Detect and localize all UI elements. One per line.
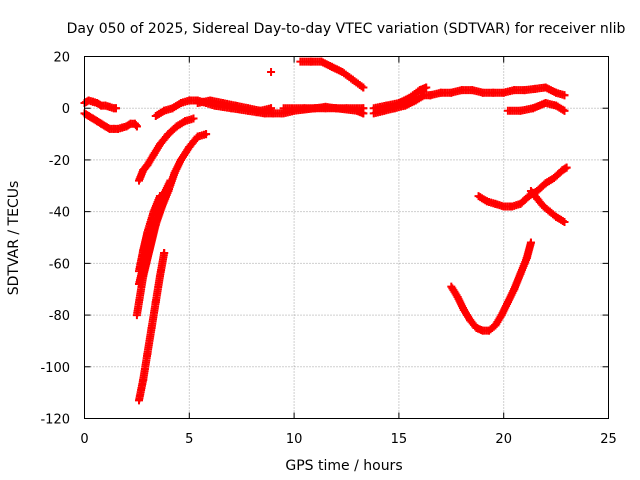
data-series xyxy=(193,96,276,115)
x-tick-label: 5 xyxy=(185,432,193,447)
data-series xyxy=(134,249,169,405)
data-point xyxy=(267,68,276,77)
data-point xyxy=(359,104,368,113)
y-tick-label: -40 xyxy=(49,206,70,221)
data-series xyxy=(80,109,141,133)
data-point xyxy=(111,104,120,113)
axis-ticks: 0 5 10 15 20 25 -120 -100 -80 -60 -40 -20 0 20 xyxy=(40,51,616,448)
data-point xyxy=(139,349,152,384)
x-tick-label: 20 xyxy=(495,432,512,447)
data-series xyxy=(474,163,571,211)
x-axis-title: GPS time / hours xyxy=(285,458,402,474)
y-tick-label: -20 xyxy=(49,154,70,169)
data-series xyxy=(134,192,164,276)
chart-title: Day 050 of 2025, Sidereal Day-to-day VTE… xyxy=(67,21,626,37)
data-point xyxy=(560,91,569,100)
y-tick-label: 20 xyxy=(53,51,70,66)
y-axis-title: SDTVAR / TECUs xyxy=(6,181,22,296)
data-point xyxy=(160,249,169,258)
data-point xyxy=(189,114,198,123)
y-tick-label: 0 xyxy=(62,102,70,117)
data-series xyxy=(503,99,569,115)
data-series xyxy=(426,83,569,100)
data-point xyxy=(155,192,164,201)
plot-frame xyxy=(84,56,609,419)
data-point xyxy=(151,272,164,307)
data-point xyxy=(147,298,160,332)
data-point xyxy=(560,106,569,115)
data-point xyxy=(166,176,175,185)
x-tick-label: 0 xyxy=(80,432,88,447)
data-point xyxy=(560,217,569,226)
x-tick-label: 10 xyxy=(286,432,303,447)
data-series xyxy=(526,186,569,226)
data-point xyxy=(202,130,211,139)
data-points xyxy=(80,57,571,405)
y-tick-label: -80 xyxy=(49,309,70,324)
data-series xyxy=(80,96,120,113)
data-point xyxy=(267,104,276,113)
data-point xyxy=(562,163,571,172)
data-point xyxy=(359,83,368,92)
data-point xyxy=(132,122,141,131)
data-point xyxy=(526,238,535,247)
data-point xyxy=(422,83,431,92)
data-point xyxy=(143,324,156,358)
data-series xyxy=(132,130,211,320)
data-point xyxy=(359,109,368,118)
y-tick-label: -60 xyxy=(49,257,70,272)
data-series xyxy=(279,104,368,113)
data-series xyxy=(369,83,431,113)
data-point xyxy=(130,119,141,131)
x-tick-label: 15 xyxy=(391,432,408,447)
y-tick-label: -100 xyxy=(40,361,70,376)
y-tick-label: -120 xyxy=(40,413,70,428)
data-series xyxy=(267,68,276,77)
data-series xyxy=(447,238,535,335)
x-tick-label: 25 xyxy=(600,432,617,447)
data-series xyxy=(134,114,198,185)
data-series xyxy=(296,57,368,92)
